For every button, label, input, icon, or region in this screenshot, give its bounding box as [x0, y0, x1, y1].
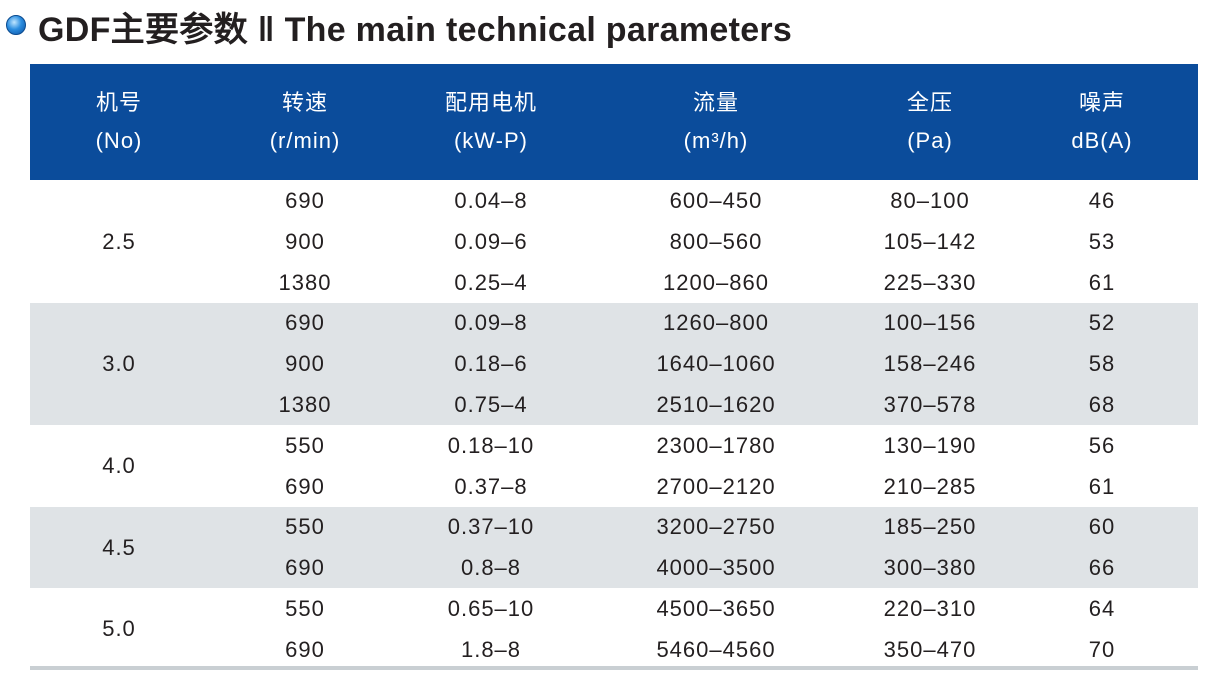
table-cell: 690: [285, 636, 325, 662]
column-name: 全压: [906, 90, 954, 115]
table-cell: 70: [1088, 636, 1116, 662]
table-cell: 2300–1780: [656, 432, 776, 458]
table-cell: 1640–1060: [656, 351, 776, 377]
model-number: 2.5: [102, 228, 136, 254]
table-cell: 300–380: [883, 555, 977, 581]
table-cell: 4500–3650: [656, 595, 776, 621]
table-cell: 0.75–4: [454, 391, 528, 417]
table-cell: 0.18–6: [454, 351, 528, 377]
table-cell: 690: [285, 310, 325, 336]
table-cell: 0.8–8: [460, 555, 522, 581]
table-cell: 800–560: [669, 228, 763, 254]
table-header: [30, 64, 1198, 180]
table-cell: 690: [285, 555, 325, 581]
table-cell: 61: [1088, 473, 1116, 499]
table-cell: 158–246: [883, 351, 977, 377]
table-cell: 1.8–8: [460, 636, 522, 662]
table-cell: 68: [1088, 391, 1116, 417]
row-group: [30, 180, 1198, 303]
title: GDF主要参数 ‖ The main technical parameters: [38, 11, 793, 49]
table-cell: 550: [285, 595, 325, 621]
table-cell: 370–578: [883, 391, 977, 417]
table-cell: 1260–800: [663, 310, 769, 336]
table-cell: 2510–1620: [656, 391, 776, 417]
column-unit: (m³/h): [683, 128, 749, 153]
table-cell: 1380: [278, 269, 332, 295]
table-cell: 0.18–10: [447, 432, 535, 458]
table-cell: 0.25–4: [454, 269, 528, 295]
table-cell: 900: [285, 228, 325, 254]
table-cell: 100–156: [883, 310, 977, 336]
model-number: 3.0: [102, 351, 136, 377]
table-cell: 1200–860: [663, 269, 769, 295]
table-cell: 58: [1088, 351, 1116, 377]
table-cell: 1380: [278, 391, 332, 417]
table-cell: 66: [1088, 555, 1116, 581]
table-cell: 550: [285, 432, 325, 458]
table-cell: 5460–4560: [656, 636, 776, 662]
table-cell: 130–190: [883, 432, 977, 458]
column-unit: (No): [95, 128, 143, 153]
table-cell: 0.65–10: [447, 595, 535, 621]
row-group: [30, 506, 1198, 589]
column-name: 配用电机: [444, 90, 538, 115]
table-cell: 0.37–8: [454, 473, 528, 499]
table-cell: 690: [285, 473, 325, 499]
table-cell: 3200–2750: [656, 514, 776, 540]
table-cell: 0.04–8: [454, 187, 528, 213]
row-group: [30, 588, 1198, 671]
table-cell: 690: [285, 187, 325, 213]
table-cell: 225–330: [883, 269, 977, 295]
table-cell: 600–450: [669, 187, 763, 213]
table-cell: 56: [1088, 432, 1116, 458]
table-cell: 0.09–6: [454, 228, 528, 254]
column-unit: (r/min): [269, 128, 341, 153]
table-cell: 53: [1088, 228, 1116, 254]
column-name: 机号: [95, 90, 143, 115]
table-cell: 64: [1088, 595, 1116, 621]
table-bottom-rule: [30, 666, 1198, 670]
model-number: 4.5: [102, 534, 136, 560]
title-bullet: [6, 15, 26, 35]
table-cell: 80–100: [890, 187, 970, 213]
table-cell: 2700–2120: [656, 473, 776, 499]
table-cell: 60: [1088, 514, 1116, 540]
table-cell: 105–142: [883, 228, 977, 254]
table-cell: 220–310: [883, 595, 977, 621]
row-group: [30, 425, 1198, 507]
table-cell: 210–285: [883, 473, 977, 499]
table-cell: 0.37–10: [447, 514, 535, 540]
column-name: 噪声: [1078, 90, 1126, 115]
table-cell: 4000–3500: [656, 555, 776, 581]
table-cell: 185–250: [883, 514, 977, 540]
table-cell: 0.09–8: [454, 310, 528, 336]
column-unit: (Pa): [907, 128, 953, 153]
model-number: 5.0: [102, 616, 136, 642]
column-name: 转速: [281, 90, 329, 115]
table-cell: 61: [1088, 269, 1116, 295]
column-name: 流量: [692, 90, 740, 115]
model-number: 4.0: [102, 453, 136, 479]
table-cell: 550: [285, 514, 325, 540]
table-cell: 350–470: [883, 636, 977, 662]
row-group: [30, 302, 1198, 426]
column-unit: dB(A): [1071, 128, 1133, 153]
column-unit: (kW-P): [453, 128, 529, 153]
table-cell: 52: [1088, 310, 1116, 336]
table-cell: 900: [285, 351, 325, 377]
table-cell: 46: [1088, 187, 1116, 213]
